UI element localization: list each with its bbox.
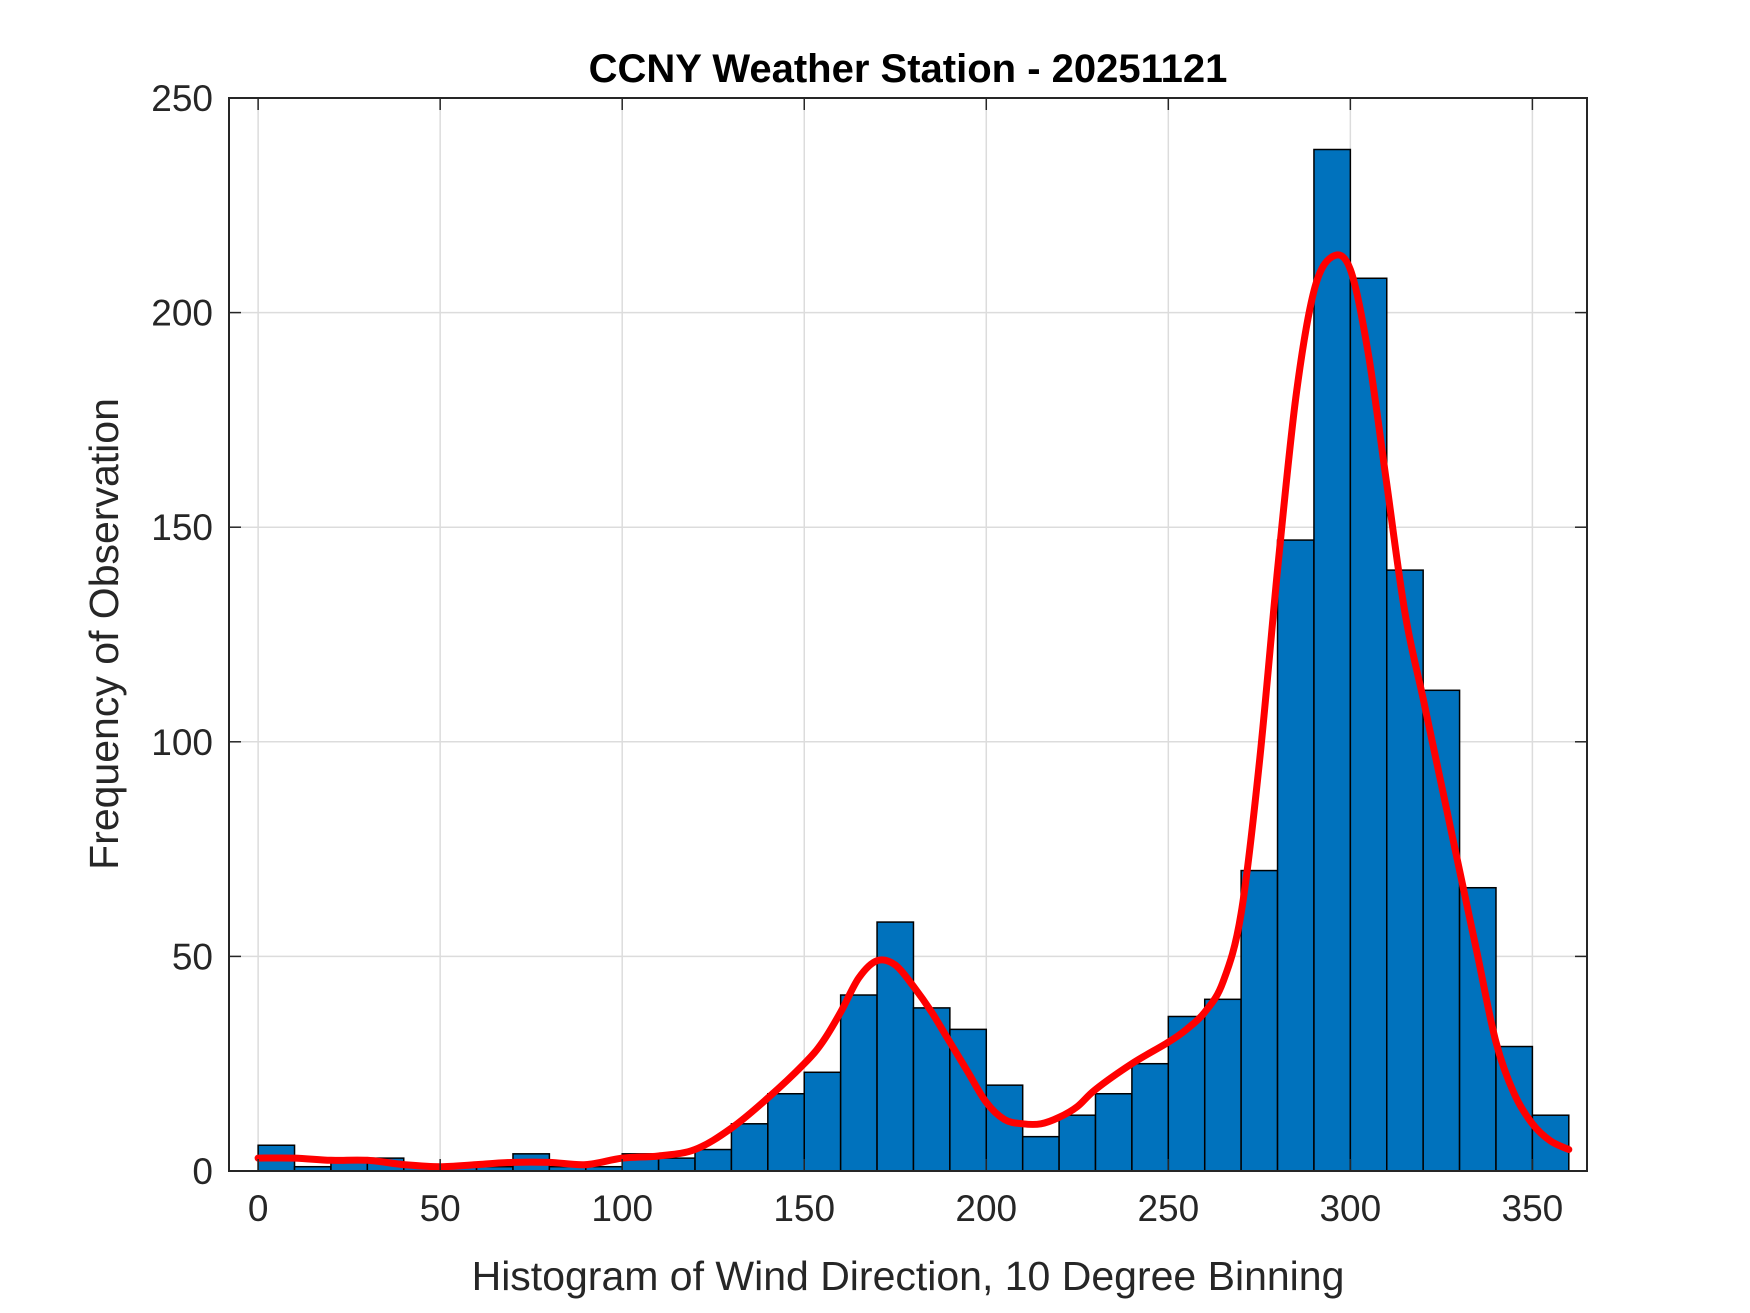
tick-marks	[229, 97, 1587, 1172]
histogram-bar	[985, 1084, 1024, 1172]
histogram-bar	[1422, 689, 1461, 1172]
histogram-bar	[1203, 998, 1242, 1172]
chart-title: CCNY Weather Station - 20251121	[589, 47, 1228, 91]
x-tick-label: 350	[1502, 1188, 1564, 1229]
histogram-bar	[839, 994, 878, 1172]
histogram-bar	[1131, 1062, 1170, 1172]
histogram-bar	[1313, 148, 1352, 1172]
y-tick-label: 0	[192, 1151, 213, 1192]
histogram-bar	[1276, 539, 1315, 1172]
x-tick-label: 0	[248, 1188, 269, 1229]
x-tick-label: 200	[955, 1188, 1017, 1229]
histogram-bar	[803, 1071, 842, 1172]
x-tick-label: 250	[1137, 1188, 1199, 1229]
x-tick-labels: 0 50 100 150 200 250 300 350	[248, 1188, 1563, 1229]
axes-frame	[228, 97, 1588, 1172]
x-tick-label: 150	[773, 1188, 835, 1229]
y-tick-labels: 0 50 100 150 200 250	[151, 78, 213, 1192]
fit-curve	[254, 251, 1573, 1171]
histogram-bar	[1349, 277, 1388, 1172]
y-tick-label: 50	[172, 936, 213, 977]
y-tick-label: 250	[151, 78, 213, 119]
histogram-bar	[767, 1092, 805, 1172]
y-tick-label: 150	[151, 507, 213, 548]
x-tick-label: 300	[1319, 1188, 1381, 1229]
histogram-bar	[657, 1157, 696, 1172]
histogram-bar	[1240, 869, 1279, 1172]
x-axis-label: Histogram of Wind Direction, 10 Degree B…	[472, 1253, 1345, 1299]
x-tick-label: 100	[591, 1188, 653, 1229]
histogram-bar	[1058, 1114, 1097, 1172]
histogram-bar	[1021, 1135, 1060, 1172]
y-tick-label: 100	[151, 722, 213, 763]
histogram-bar	[1094, 1092, 1133, 1172]
y-axis-label: Frequency of Observation	[81, 398, 127, 870]
y-tick-label: 200	[151, 293, 213, 334]
histogram-bar	[694, 1148, 733, 1172]
x-tick-label: 50	[420, 1188, 461, 1229]
histogram-bar	[730, 1123, 769, 1172]
